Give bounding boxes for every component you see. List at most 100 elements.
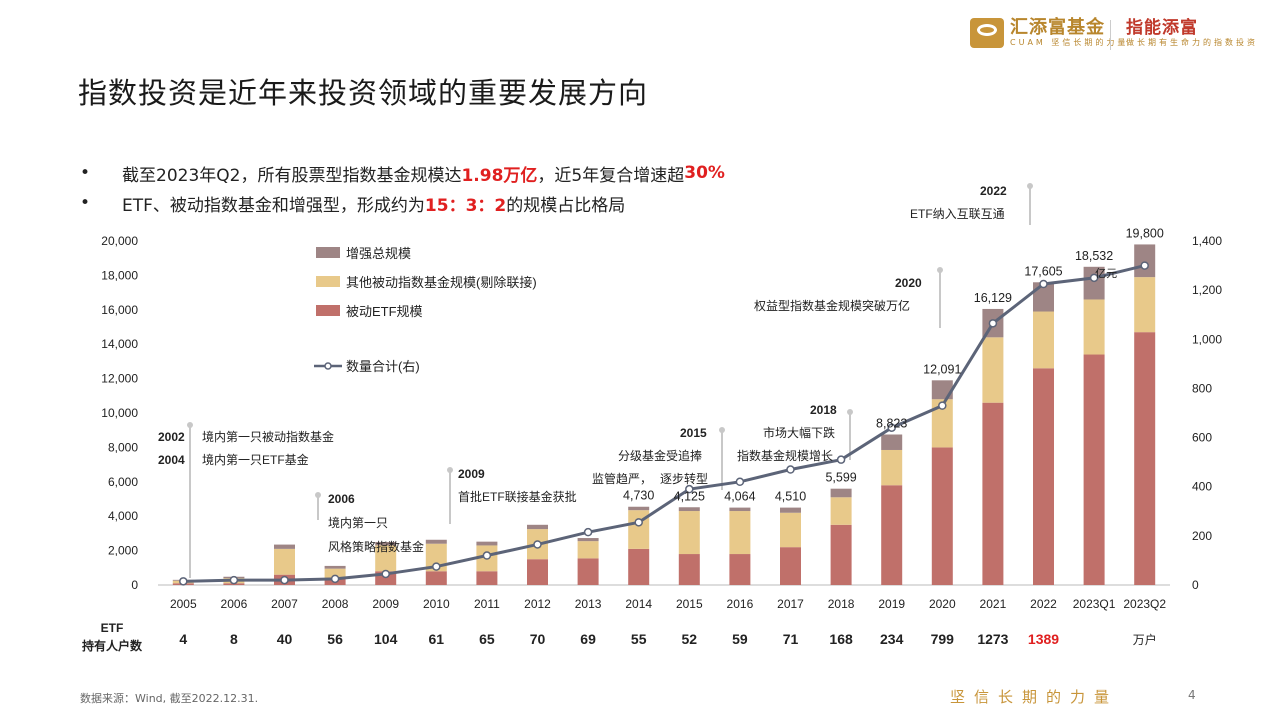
line-point xyxy=(280,575,289,585)
unit-label: 亿元 xyxy=(1095,267,1117,280)
line-point xyxy=(1089,273,1099,283)
bullet-dot: • xyxy=(80,193,91,213)
etf-holders-label: 持有人户数 xyxy=(82,638,143,653)
line-point xyxy=(786,465,795,474)
legend-label: 其他被动指数基金规模(剔除联接) xyxy=(346,275,537,290)
bullet-list: • 截至2023年Q2，所有股票型指数基金规模达 1.98万亿 ，近5年复合增速超 3… xyxy=(80,158,725,218)
bullet-item-2: • ETF、被动指数基金和增强型，形成约为 15：3：2 的规模占比格局 xyxy=(80,188,725,218)
y-left-tick-label: 2,000 xyxy=(108,544,138,558)
etf-holders-label: ETF xyxy=(101,621,124,635)
x-tick-label: 2019 xyxy=(878,597,905,611)
etf-holders-value: 1273 xyxy=(977,631,1008,647)
line-point xyxy=(685,484,694,494)
bar-enhanced xyxy=(324,565,346,569)
etf-holders-value: 104 xyxy=(374,631,398,647)
bar-enhanced xyxy=(1134,244,1156,278)
etf-holders-value: 71 xyxy=(783,631,799,647)
y-right-tick-label: 1,400 xyxy=(1192,234,1222,248)
etf-holders-value: 61 xyxy=(429,631,445,647)
x-tick-label: 2015 xyxy=(676,597,703,611)
annotation-text: 市场大幅下跌 xyxy=(763,425,835,440)
logo1-sub: CUAM 坚信长期的力量 xyxy=(1010,38,1129,47)
bar-enhanced xyxy=(425,539,447,544)
x-tick-label: 2011 xyxy=(474,597,500,611)
y-right-tick-label: 600 xyxy=(1192,431,1212,445)
logo1-name: 汇添富基金 xyxy=(1010,17,1105,38)
annotation-text: 监管趋严， xyxy=(592,471,652,486)
x-tick-label: 2012 xyxy=(524,597,551,611)
annotation-dot xyxy=(1027,183,1033,189)
bar-passive xyxy=(1083,299,1105,355)
legend-swatch xyxy=(316,247,340,258)
data-source: 数据来源：Wind, 截至2022.12.31. xyxy=(80,692,259,705)
x-tick-label: 2023Q2 xyxy=(1123,597,1166,611)
bar-passive xyxy=(931,399,953,448)
x-tick-label: 2007 xyxy=(271,597,298,611)
bar-passive xyxy=(324,568,346,579)
bullet-text: ，近5年复合增速超 xyxy=(537,165,685,186)
annotation-dot xyxy=(847,409,853,415)
annotation-dot xyxy=(315,492,321,498)
etf-holders-value: 40 xyxy=(277,631,293,647)
x-tick-label: 2014 xyxy=(625,597,652,611)
bar-etf xyxy=(678,554,700,585)
bar-passive xyxy=(577,541,599,559)
etf-holders-value: 4 xyxy=(179,631,187,647)
bar-etf xyxy=(780,547,801,585)
bar-etf xyxy=(1033,368,1054,585)
y-right-tick-label: 1,200 xyxy=(1192,283,1222,297)
bar-passive xyxy=(1033,311,1054,369)
line-point xyxy=(887,423,896,432)
line-point xyxy=(432,562,441,571)
annotation-year: 2002 xyxy=(158,430,185,444)
annotation-year: 2015 xyxy=(680,426,707,440)
bar-enhanced xyxy=(1083,266,1105,300)
bar-etf xyxy=(881,485,903,585)
legend-line-marker xyxy=(324,362,332,370)
y-right-tick-label: 400 xyxy=(1192,480,1212,494)
total-value-label: 4,730 xyxy=(623,489,654,503)
y-right-tick-label: 800 xyxy=(1192,381,1212,395)
legend-label: 数量合计(右) xyxy=(346,359,420,374)
etf-holders-value: 799 xyxy=(931,631,955,647)
line-point xyxy=(1140,261,1149,270)
annotation-year: 2022 xyxy=(980,184,1007,198)
annotation-year: 2006 xyxy=(328,492,355,506)
page-title: 指数投资是近年来投资领域的重要发展方向 xyxy=(78,76,649,110)
x-tick-label: 2016 xyxy=(727,597,754,611)
etf-holders-value: 59 xyxy=(732,631,748,647)
bar-etf xyxy=(527,559,548,585)
x-tick-label: 2022 xyxy=(1030,597,1057,611)
etf-holders-value: 52 xyxy=(682,631,698,647)
bullet-text: 截至2023年Q2，所有股票型指数基金规模达 xyxy=(122,165,462,186)
bullet-dot: • xyxy=(80,163,91,183)
total-value-label: 16,129 xyxy=(974,291,1012,305)
logo2-sub: 做长期有生命力的指数投资 xyxy=(1126,38,1258,47)
x-tick-label: 2008 xyxy=(322,597,349,611)
etf-holders-value: 234 xyxy=(880,631,904,647)
bar-etf xyxy=(476,571,498,585)
line-point xyxy=(482,551,492,560)
line-point xyxy=(381,569,390,579)
etf-holders-value: 55 xyxy=(631,631,647,647)
annotation-text: 风格策略指数基金 xyxy=(328,539,424,554)
bullet-highlight: 30% xyxy=(684,163,725,183)
bar-enhanced xyxy=(780,507,801,513)
bar-passive xyxy=(830,497,852,525)
bar-etf xyxy=(577,558,599,585)
y-left-tick-label: 4,000 xyxy=(108,509,138,523)
bar-enhanced xyxy=(527,524,548,530)
total-value-label: 4,510 xyxy=(775,490,806,504)
y-left-tick-label: 20,000 xyxy=(101,234,138,248)
bar-passive xyxy=(881,449,903,486)
bar-etf xyxy=(1134,332,1156,585)
logo2-name: 指能添富 xyxy=(1126,18,1198,38)
bar-enhanced xyxy=(577,538,599,542)
annotation-text: 指数基金规模增长 xyxy=(737,448,833,463)
cuam-logo-icon xyxy=(970,18,1004,48)
annotation-year: 2018 xyxy=(810,403,837,417)
line-count-total xyxy=(183,264,1146,583)
line-point xyxy=(735,477,745,487)
etf-holders-unit: 万户 xyxy=(1133,632,1157,647)
bullet-text: ETF、被动指数基金和增强型，形成约为 xyxy=(122,195,425,216)
